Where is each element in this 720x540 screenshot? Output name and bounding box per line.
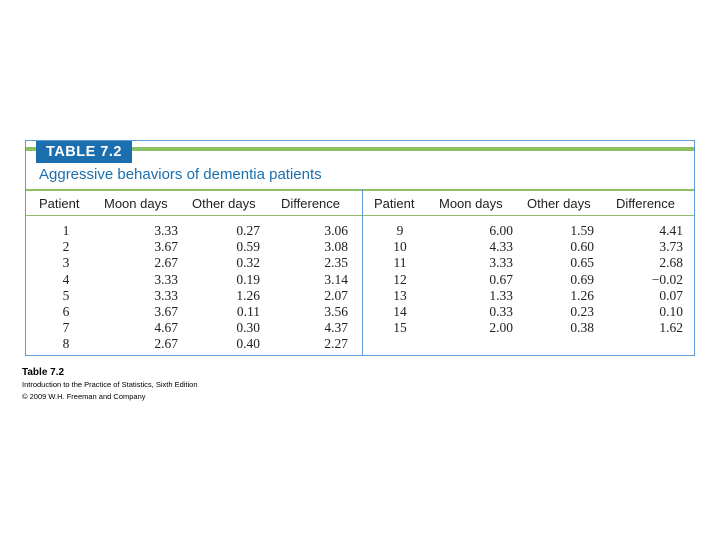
cell-other-days-right: 0.38 bbox=[570, 320, 594, 336]
cell-difference-right: 1.62 bbox=[659, 320, 683, 336]
caption-copyright: © 2009 W.H. Freeman and Company bbox=[22, 392, 146, 401]
cell-other-days-right: 0.69 bbox=[570, 271, 594, 287]
cell-patient-left: 3 bbox=[62, 255, 70, 271]
table-label: TABLE 7.2 bbox=[36, 141, 132, 163]
cell-moon-days-left: 3.67 bbox=[154, 239, 178, 255]
caption-title: Table 7.2 bbox=[22, 367, 65, 378]
cell-other-days-right: 0.60 bbox=[570, 239, 594, 255]
cell-patient-right: 12 bbox=[393, 271, 407, 287]
col-header-difference-right: Difference bbox=[616, 196, 676, 211]
cell-patient-left: 6 bbox=[62, 304, 70, 319]
data-table: TABLE 7.2 Aggressive behaviors of dement… bbox=[25, 140, 695, 356]
header-rule-bottom bbox=[26, 215, 694, 216]
cell-other-days-right: 0.65 bbox=[570, 255, 594, 271]
cell-patient-right: 14 bbox=[393, 304, 407, 319]
cell-patient-left: 7 bbox=[62, 320, 70, 336]
cell-patient-left: 2 bbox=[62, 239, 70, 255]
title-rule bbox=[26, 189, 694, 191]
cell-other-days-left: 0.27 bbox=[236, 223, 260, 238]
cell-difference-left: 2.35 bbox=[324, 255, 348, 271]
cell-moon-days-left: 3.67 bbox=[154, 304, 178, 319]
cell-patient-left: 5 bbox=[62, 287, 70, 303]
cell-other-days-left: 0.40 bbox=[236, 336, 260, 352]
cell-patient-right: 11 bbox=[393, 255, 407, 271]
cell-moon-days-left: 3.33 bbox=[154, 287, 178, 303]
cell-moon-days-left: 3.33 bbox=[154, 223, 178, 238]
col-header-patient-left: Patient bbox=[39, 196, 80, 211]
cell-other-days-left: 0.30 bbox=[236, 320, 260, 336]
cell-moon-days-right: 2.00 bbox=[489, 320, 513, 336]
cell-patient-left: 4 bbox=[62, 271, 70, 287]
cell-difference-left: 4.37 bbox=[324, 320, 348, 336]
table-title: Aggressive behaviors of dementia patient… bbox=[39, 166, 322, 183]
caption-book: Introduction to the Practice of Statisti… bbox=[22, 380, 198, 389]
caption: Table 7.2 Introduction to the Practice o… bbox=[22, 367, 198, 403]
cell-moon-days-right: 6.00 bbox=[489, 223, 513, 238]
cell-other-days-right: 0.23 bbox=[570, 304, 594, 319]
cell-moon-days-right: 0.67 bbox=[489, 271, 513, 287]
cell-difference-right: 0.10 bbox=[659, 304, 683, 319]
col-header-other-days-left: Other days bbox=[192, 196, 256, 211]
cell-moon-days-left: 4.67 bbox=[154, 320, 178, 336]
cell-patient-left: 1 bbox=[62, 223, 70, 238]
cell-moon-days-right: 1.33 bbox=[489, 287, 513, 303]
cell-moon-days-left: 2.67 bbox=[154, 336, 178, 352]
cell-difference-right: 0.07 bbox=[659, 287, 683, 303]
col-header-difference-left: Difference bbox=[281, 196, 341, 211]
cell-other-days-right: 1.59 bbox=[570, 223, 594, 238]
cell-moon-days-right: 4.33 bbox=[489, 239, 513, 255]
cell-difference-left: 3.08 bbox=[324, 239, 348, 255]
cell-moon-days-right: 0.33 bbox=[489, 304, 513, 319]
cell-patient-right: 13 bbox=[393, 287, 407, 303]
cell-difference-left: 3.56 bbox=[324, 304, 348, 319]
header-rule bbox=[26, 147, 694, 151]
cell-difference-right: −0.02 bbox=[651, 271, 683, 287]
col-header-moon-days-right: Moon days bbox=[439, 196, 503, 211]
cell-patient-right: 9 bbox=[396, 223, 404, 238]
cell-difference-right: 2.68 bbox=[659, 255, 683, 271]
cell-other-days-right: 1.26 bbox=[570, 287, 594, 303]
cell-difference-left: 2.27 bbox=[324, 336, 348, 352]
cell-difference-left: 3.14 bbox=[324, 271, 348, 287]
cell-other-days-left: 0.59 bbox=[236, 239, 260, 255]
cell-difference-left: 2.07 bbox=[324, 287, 348, 303]
cell-other-days-left: 1.26 bbox=[236, 287, 260, 303]
cell-patient-left: 8 bbox=[62, 336, 70, 352]
cell-other-days-left: 0.32 bbox=[236, 255, 260, 271]
cell-other-days-left: 0.11 bbox=[236, 304, 260, 319]
cell-patient-right: 15 bbox=[393, 320, 407, 336]
col-header-patient-right: Patient bbox=[374, 196, 415, 211]
col-header-other-days-right: Other days bbox=[527, 196, 591, 211]
col-header-moon-days-left: Moon days bbox=[104, 196, 168, 211]
cell-other-days-left: 0.19 bbox=[236, 271, 260, 287]
cell-difference-right: 3.73 bbox=[659, 239, 683, 255]
cell-moon-days-left: 2.67 bbox=[154, 255, 178, 271]
cell-moon-days-right: 3.33 bbox=[489, 255, 513, 271]
cell-patient-right: 10 bbox=[393, 239, 407, 255]
column-divider bbox=[362, 189, 363, 355]
table-header: TABLE 7.2 bbox=[26, 141, 694, 163]
cell-moon-days-left: 3.33 bbox=[154, 271, 178, 287]
cell-difference-right: 4.41 bbox=[659, 223, 683, 238]
cell-difference-left: 3.06 bbox=[324, 223, 348, 238]
